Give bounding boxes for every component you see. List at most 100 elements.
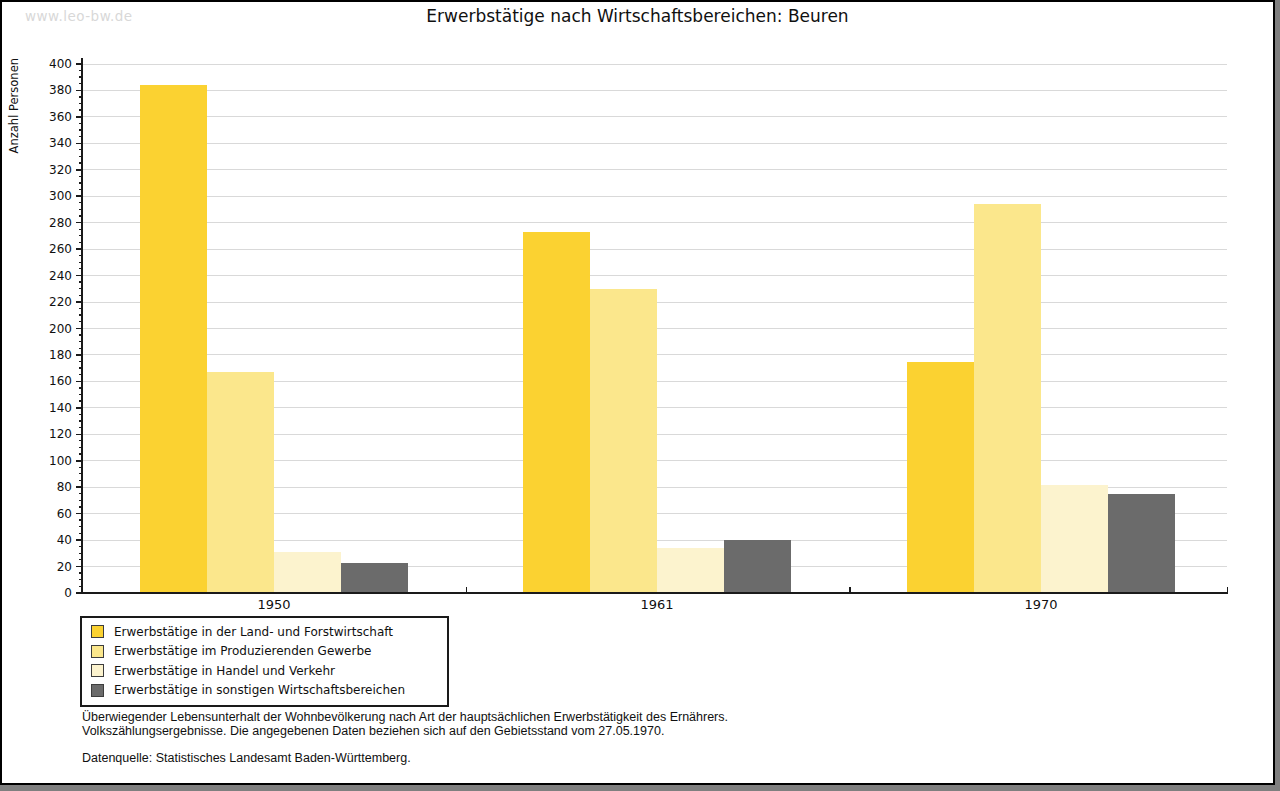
y-minor-tick bbox=[79, 136, 82, 137]
y-minor-tick bbox=[79, 162, 82, 163]
y-tick-label: 400 bbox=[14, 56, 72, 72]
y-tick-label: 200 bbox=[14, 321, 72, 337]
chart-title: Erwerbstätige nach Wirtschaftsbereichen:… bbox=[2, 6, 1273, 26]
y-minor-tick bbox=[79, 189, 82, 190]
legend-row: Erwerbstätige in der Land- und Forstwirt… bbox=[90, 622, 439, 642]
y-minor-tick bbox=[79, 394, 82, 395]
y-minor-tick bbox=[79, 519, 82, 520]
y-minor-tick bbox=[79, 506, 82, 507]
bar-1970-series3 bbox=[1041, 485, 1108, 593]
data-source-line: Datenquelle: Statistisches Landesamt Bad… bbox=[82, 751, 728, 765]
y-minor-tick bbox=[79, 235, 82, 236]
legend-swatch-handel-verkehr bbox=[91, 664, 104, 677]
bar-1950-series4 bbox=[341, 563, 408, 593]
y-minor-tick bbox=[79, 348, 82, 349]
y-major-tick bbox=[76, 275, 82, 277]
y-minor-tick bbox=[79, 83, 82, 84]
chart-frame: www.leo-bw.de Erwerbstätige nach Wirtsch… bbox=[0, 0, 1275, 785]
y-minor-tick bbox=[79, 500, 82, 501]
y-minor-tick bbox=[79, 467, 82, 468]
y-major-tick bbox=[76, 434, 82, 436]
y-tick-label: 280 bbox=[14, 215, 72, 231]
y-minor-tick bbox=[79, 314, 82, 315]
x-axis-tick bbox=[849, 587, 851, 592]
y-tick-label: 260 bbox=[14, 241, 72, 257]
y-minor-tick bbox=[79, 453, 82, 454]
y-minor-tick bbox=[79, 321, 82, 322]
y-tick-label: 140 bbox=[14, 400, 72, 416]
x-tick-label-1950: 1950 bbox=[257, 597, 290, 612]
y-major-tick bbox=[76, 460, 82, 462]
y-minor-tick bbox=[79, 586, 82, 587]
gridline bbox=[82, 64, 1227, 65]
y-tick-label: 300 bbox=[14, 188, 72, 204]
y-minor-tick bbox=[79, 367, 82, 368]
y-major-tick bbox=[76, 381, 82, 383]
y-minor-tick bbox=[79, 572, 82, 573]
gridline bbox=[82, 196, 1227, 197]
y-major-tick bbox=[76, 301, 82, 303]
y-minor-tick bbox=[79, 559, 82, 560]
y-major-tick bbox=[76, 566, 82, 568]
footnote-block: Überwiegender Lebensunterhalt der Wohnbe… bbox=[82, 710, 728, 765]
gridline bbox=[82, 90, 1227, 91]
y-minor-tick bbox=[79, 473, 82, 474]
y-minor-tick bbox=[79, 229, 82, 230]
legend-label: Erwerbstätige in der Land- und Forstwirt… bbox=[114, 625, 393, 639]
y-tick-label: 120 bbox=[14, 426, 72, 442]
y-minor-tick bbox=[79, 76, 82, 77]
x-tick-label-1961: 1961 bbox=[640, 597, 673, 612]
y-minor-tick bbox=[79, 149, 82, 150]
y-minor-tick bbox=[79, 374, 82, 375]
y-major-tick bbox=[76, 354, 82, 356]
y-tick-label: 60 bbox=[14, 506, 72, 522]
y-minor-tick bbox=[79, 182, 82, 183]
x-axis-tick bbox=[1227, 587, 1229, 592]
y-minor-tick bbox=[79, 242, 82, 243]
y-major-tick bbox=[76, 407, 82, 409]
y-tick-label: 100 bbox=[14, 453, 72, 469]
legend-box: Erwerbstätige in der Land- und Forstwirt… bbox=[80, 616, 449, 707]
y-minor-tick bbox=[79, 533, 82, 534]
bar-1950-series1 bbox=[140, 85, 207, 593]
y-minor-tick bbox=[79, 295, 82, 296]
y-minor-tick bbox=[79, 480, 82, 481]
y-major-tick bbox=[76, 90, 82, 92]
y-minor-tick bbox=[79, 262, 82, 263]
y-major-tick bbox=[76, 539, 82, 541]
y-minor-tick bbox=[79, 96, 82, 97]
bar-1961-series1 bbox=[523, 232, 590, 593]
legend-label: Erwerbstätige in sonstigen Wirtschaftsbe… bbox=[114, 683, 405, 697]
y-tick-label: 380 bbox=[14, 82, 72, 98]
y-minor-tick bbox=[79, 268, 82, 269]
legend-row: Erwerbstätige in sonstigen Wirtschaftsbe… bbox=[90, 681, 439, 701]
y-minor-tick bbox=[79, 288, 82, 289]
gridline bbox=[82, 222, 1227, 223]
y-major-tick bbox=[76, 63, 82, 65]
footnote-line-2: Volkszählungsergebnisse. Die angegebenen… bbox=[82, 724, 728, 738]
y-minor-tick bbox=[79, 440, 82, 441]
y-minor-tick bbox=[79, 546, 82, 547]
plot-area bbox=[82, 64, 1227, 593]
y-minor-tick bbox=[79, 493, 82, 494]
y-major-tick bbox=[76, 195, 82, 197]
y-minor-tick bbox=[79, 400, 82, 401]
legend-row: Erwerbstätige in Handel und Verkehr bbox=[90, 661, 439, 681]
y-tick-label: 40 bbox=[14, 532, 72, 548]
bar-1961-series2 bbox=[590, 289, 657, 593]
legend-row: Erwerbstätige im Produzierenden Gewerbe bbox=[90, 642, 439, 662]
y-tick-label: 360 bbox=[14, 109, 72, 125]
y-minor-tick bbox=[79, 123, 82, 124]
y-minor-tick bbox=[79, 129, 82, 130]
bar-1961-series3 bbox=[657, 548, 724, 593]
bar-1961-series4 bbox=[724, 540, 791, 593]
page-canvas: www.leo-bw.de Erwerbstätige nach Wirtsch… bbox=[0, 0, 1280, 791]
y-minor-tick bbox=[79, 526, 82, 527]
bar-1950-series3 bbox=[274, 552, 341, 593]
bar-1970-series1 bbox=[907, 362, 974, 593]
y-tick-label: 0 bbox=[14, 585, 72, 601]
y-minor-tick bbox=[79, 70, 82, 71]
y-tick-label: 220 bbox=[14, 294, 72, 310]
gridline bbox=[82, 116, 1227, 117]
footnote-line-1: Überwiegender Lebensunterhalt der Wohnbe… bbox=[82, 710, 728, 724]
